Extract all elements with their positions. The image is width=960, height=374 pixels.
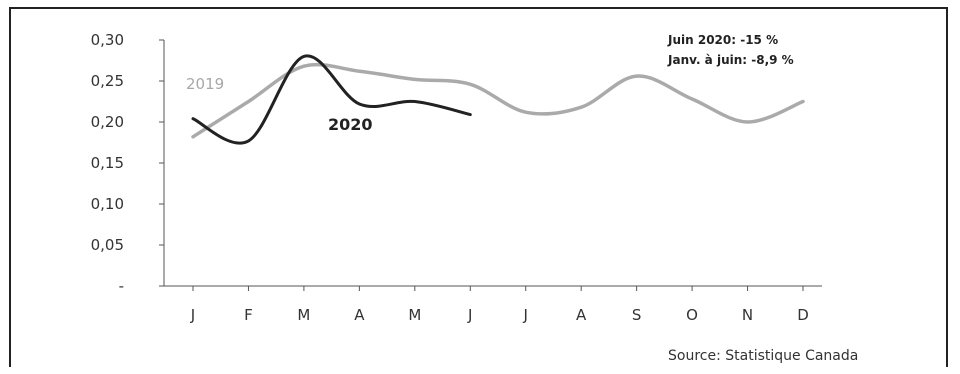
- y-tick-label: 0,20: [91, 113, 124, 131]
- y-tick-label: 0,25: [91, 72, 124, 90]
- x-tick-label: S: [632, 306, 642, 324]
- series-line-2019: [191, 62, 805, 139]
- series-label-2019: 2019: [186, 75, 224, 93]
- x-tick-label: O: [686, 306, 698, 324]
- x-tick-label: N: [742, 306, 753, 324]
- x-tick-label: D: [797, 306, 809, 324]
- source-note: Source: Statistique Canada: [668, 348, 858, 364]
- x-tick-label: J: [190, 306, 195, 324]
- x-tick-label: M: [297, 306, 310, 324]
- x-tick-label: M: [408, 306, 421, 324]
- y-tick-label: 0,30: [91, 31, 124, 49]
- annotation-june: Juin 2020: -15 %: [667, 33, 778, 47]
- x-tick-label: F: [244, 306, 253, 324]
- annotation-ytd: Janv. à juin: -8,9 %: [667, 53, 794, 67]
- series-line-2020: [191, 54, 472, 145]
- y-tick-label: -: [119, 277, 124, 295]
- x-tick-label: A: [576, 306, 587, 324]
- x-tick-label: A: [354, 306, 365, 324]
- x-tick-label: J: [467, 306, 472, 324]
- series-label-2020: 2020: [328, 115, 373, 134]
- series-lines: [191, 54, 805, 145]
- chart-frame: [9, 7, 948, 367]
- axes: [159, 39, 822, 291]
- x-tick-label: J: [523, 306, 528, 324]
- y-tick-label: 0,15: [91, 154, 124, 172]
- y-tick-labels: - 0,05 0,10 0,15 0,20 0,25 0,30: [91, 31, 124, 295]
- y-tick-label: 0,05: [91, 236, 124, 254]
- y-tick-label: 0,10: [91, 195, 124, 213]
